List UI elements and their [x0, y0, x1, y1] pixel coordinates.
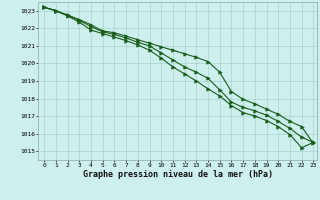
- X-axis label: Graphe pression niveau de la mer (hPa): Graphe pression niveau de la mer (hPa): [83, 170, 273, 179]
